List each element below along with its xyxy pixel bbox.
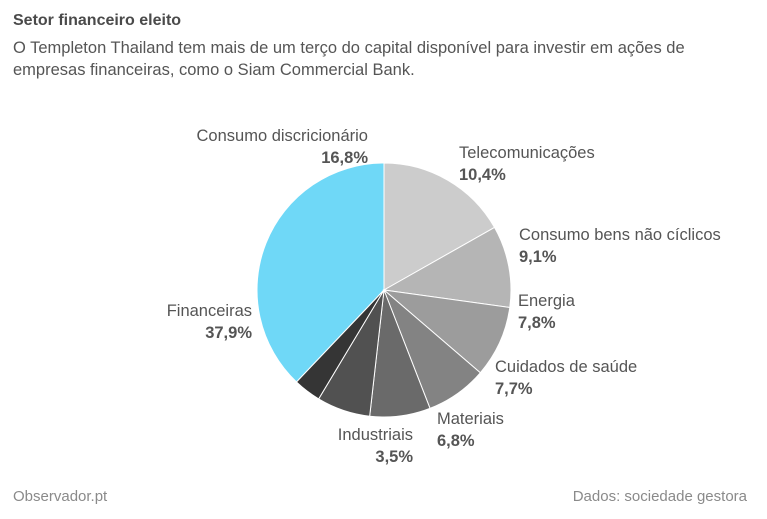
slice-value-label: 3,5% — [375, 448, 413, 466]
slice-label: Cuidados de saúde — [495, 358, 637, 376]
slice-value-label: 7,7% — [495, 380, 533, 398]
pie-slice-financeiras — [256, 162, 385, 383]
slice-label: Energia — [518, 292, 576, 310]
pie-slice-consumo-discricion-rio — [383, 162, 496, 291]
slice-label: Materiais — [437, 410, 504, 428]
slice-label: Consumo discricionário — [197, 127, 369, 145]
slice-value-label: 6,8% — [437, 432, 475, 450]
publisher-credit: Observador.pt — [13, 488, 108, 505]
slice-value-label: 10,4% — [459, 166, 506, 184]
slice-label: Telecomunicações — [459, 144, 595, 162]
slice-label: Consumo bens não cíclicos — [519, 226, 721, 244]
pie-slice-telecomunica-es — [382, 226, 512, 309]
pie-slice-industriais — [295, 289, 385, 400]
slice-value-label: 7,8% — [518, 314, 556, 332]
slice-value-label: 37,9% — [205, 324, 252, 342]
data-source: Dados: sociedade gestora — [572, 488, 747, 505]
chart-title: Setor financeiro eleito — [13, 12, 182, 29]
slice-label: Financeiras — [167, 302, 252, 320]
slice-label: Industriais — [338, 426, 413, 444]
slice-value-label: 16,8% — [321, 149, 368, 167]
chart-subtitle: O Templeton Thailand tem mais de um terç… — [13, 39, 685, 79]
slice-value-label: 9,1% — [519, 248, 557, 266]
